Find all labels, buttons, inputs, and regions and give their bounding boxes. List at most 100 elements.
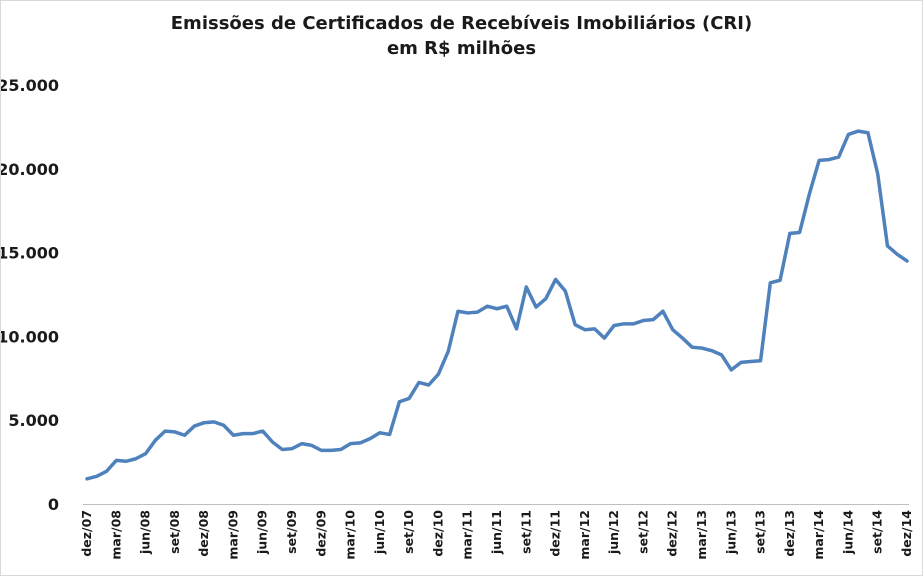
data-point	[554, 277, 558, 281]
x-tick-label: dez/08	[196, 510, 211, 557]
data-point	[622, 322, 626, 326]
chart-title: Emissões de Certificados de Recebíveis I…	[170, 13, 753, 34]
data-point	[690, 345, 694, 349]
data-point	[905, 259, 909, 263]
y-tick-label: 15.000	[1, 244, 59, 263]
data-point	[876, 172, 880, 176]
x-tick-label: dez/09	[313, 510, 328, 557]
data-point	[495, 307, 499, 311]
data-point	[222, 423, 226, 427]
data-point	[710, 349, 714, 353]
y-tick-label: 25.000	[1, 76, 59, 95]
data-point	[515, 327, 519, 331]
data-point	[329, 448, 333, 452]
data-point	[202, 421, 206, 425]
data-point	[231, 433, 235, 437]
data-point	[612, 324, 616, 328]
x-tick-label: set/11	[518, 510, 533, 554]
data-point	[661, 309, 665, 313]
x-tick-label: set/14	[870, 510, 885, 554]
y-tick-label: 20.000	[1, 160, 59, 179]
data-point	[602, 336, 606, 340]
data-point	[183, 433, 187, 437]
data-point	[759, 359, 763, 363]
y-axis-labels: 0 5.000 10.000 15.000 20.000 25.000	[1, 76, 59, 514]
x-tick-label: jun/11	[489, 510, 504, 555]
data-point	[270, 440, 274, 444]
data-point	[368, 437, 372, 441]
data-point	[524, 285, 528, 289]
x-tick-label: dez/10	[430, 510, 445, 557]
x-tick-label: mar/08	[108, 510, 123, 560]
data-point	[475, 310, 479, 314]
y-tick-label: 5.000	[8, 411, 59, 430]
data-point	[466, 311, 470, 315]
x-tick-label: mar/13	[694, 510, 709, 560]
x-tick-label: set/10	[401, 510, 416, 554]
data-point	[837, 155, 841, 159]
data-point	[895, 252, 899, 256]
data-point	[700, 346, 704, 350]
data-point	[798, 230, 802, 234]
data-point	[427, 383, 431, 387]
data-point	[768, 281, 772, 285]
data-point	[436, 372, 440, 376]
data-point	[807, 192, 811, 196]
data-point	[485, 304, 489, 308]
x-tick-label: jun/08	[138, 510, 153, 555]
data-point	[261, 429, 265, 433]
data-point	[300, 442, 304, 446]
data-point	[192, 424, 196, 428]
data-point	[446, 349, 450, 353]
data-point	[817, 158, 821, 162]
data-point	[290, 447, 294, 451]
data-point	[251, 432, 255, 436]
data-point	[388, 432, 392, 436]
x-tick-label: set/12	[635, 510, 650, 554]
x-tick-label: mar/11	[460, 510, 475, 560]
data-point	[593, 327, 597, 331]
x-tick-label: set/13	[753, 510, 768, 554]
data-point	[856, 129, 860, 133]
x-tick-label: set/09	[284, 510, 299, 554]
data-point	[212, 420, 216, 424]
data-point	[632, 322, 636, 326]
data-point	[778, 278, 782, 282]
data-point	[339, 448, 343, 452]
data-point	[680, 336, 684, 340]
data-point	[866, 131, 870, 135]
data-point	[739, 360, 743, 364]
data-point	[114, 458, 118, 462]
x-tick-label: jun/13	[723, 510, 738, 555]
y-tick-label: 0	[48, 495, 59, 514]
data-point	[105, 469, 109, 473]
series-line	[85, 129, 909, 481]
data-point	[124, 459, 128, 463]
x-tick-label: dez/11	[548, 510, 563, 557]
x-tick-label: mar/12	[577, 510, 592, 560]
data-point	[134, 457, 138, 461]
data-point	[544, 297, 548, 301]
data-point	[641, 318, 645, 322]
data-point	[885, 244, 889, 248]
data-point	[319, 448, 323, 452]
data-point	[349, 442, 353, 446]
data-point	[417, 380, 421, 384]
data-point	[397, 400, 401, 404]
series-group	[85, 129, 909, 481]
data-point	[310, 443, 314, 447]
chart-subtitle: em R$ milhões	[386, 38, 537, 59]
data-point	[358, 441, 362, 445]
data-point	[95, 474, 99, 478]
x-tick-label: jun/09	[255, 510, 270, 555]
data-point	[720, 353, 724, 357]
data-point	[407, 396, 411, 400]
x-tick-label: mar/10	[343, 510, 358, 560]
data-point	[505, 304, 509, 308]
data-point	[788, 231, 792, 235]
x-tick-label: set/08	[167, 510, 182, 554]
y-tick-label: 10.000	[1, 327, 59, 346]
data-point	[749, 360, 753, 364]
data-point	[456, 309, 460, 313]
